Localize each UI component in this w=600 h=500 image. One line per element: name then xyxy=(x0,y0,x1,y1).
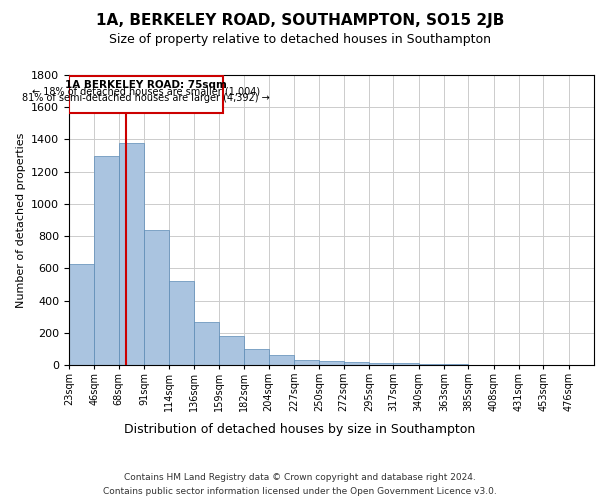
Text: 81% of semi-detached houses are larger (4,392) →: 81% of semi-detached houses are larger (… xyxy=(22,92,270,102)
Bar xyxy=(444,364,468,365)
Text: Distribution of detached houses by size in Southampton: Distribution of detached houses by size … xyxy=(124,422,476,436)
Bar xyxy=(169,281,194,365)
Bar xyxy=(344,362,369,365)
Bar xyxy=(144,230,169,365)
Bar xyxy=(119,142,144,365)
Bar xyxy=(369,362,393,365)
Text: ← 18% of detached houses are smaller (1,004): ← 18% of detached houses are smaller (1,… xyxy=(32,87,260,97)
FancyBboxPatch shape xyxy=(69,76,223,113)
Bar xyxy=(194,322,219,365)
Text: 1A BERKELEY ROAD: 75sqm: 1A BERKELEY ROAD: 75sqm xyxy=(65,80,227,90)
Bar xyxy=(244,349,269,365)
Bar xyxy=(69,264,94,365)
Bar xyxy=(393,364,419,365)
Text: 1A, BERKELEY ROAD, SOUTHAMPTON, SO15 2JB: 1A, BERKELEY ROAD, SOUTHAMPTON, SO15 2JB xyxy=(96,12,504,28)
Bar xyxy=(269,356,294,365)
Text: Size of property relative to detached houses in Southampton: Size of property relative to detached ho… xyxy=(109,32,491,46)
Bar xyxy=(319,361,344,365)
Bar xyxy=(294,360,319,365)
Text: Contains HM Land Registry data © Crown copyright and database right 2024.: Contains HM Land Registry data © Crown c… xyxy=(124,472,476,482)
Text: Contains public sector information licensed under the Open Government Licence v3: Contains public sector information licen… xyxy=(103,488,497,496)
Bar xyxy=(219,336,244,365)
Bar xyxy=(419,364,444,365)
Bar xyxy=(94,156,119,365)
Y-axis label: Number of detached properties: Number of detached properties xyxy=(16,132,26,308)
